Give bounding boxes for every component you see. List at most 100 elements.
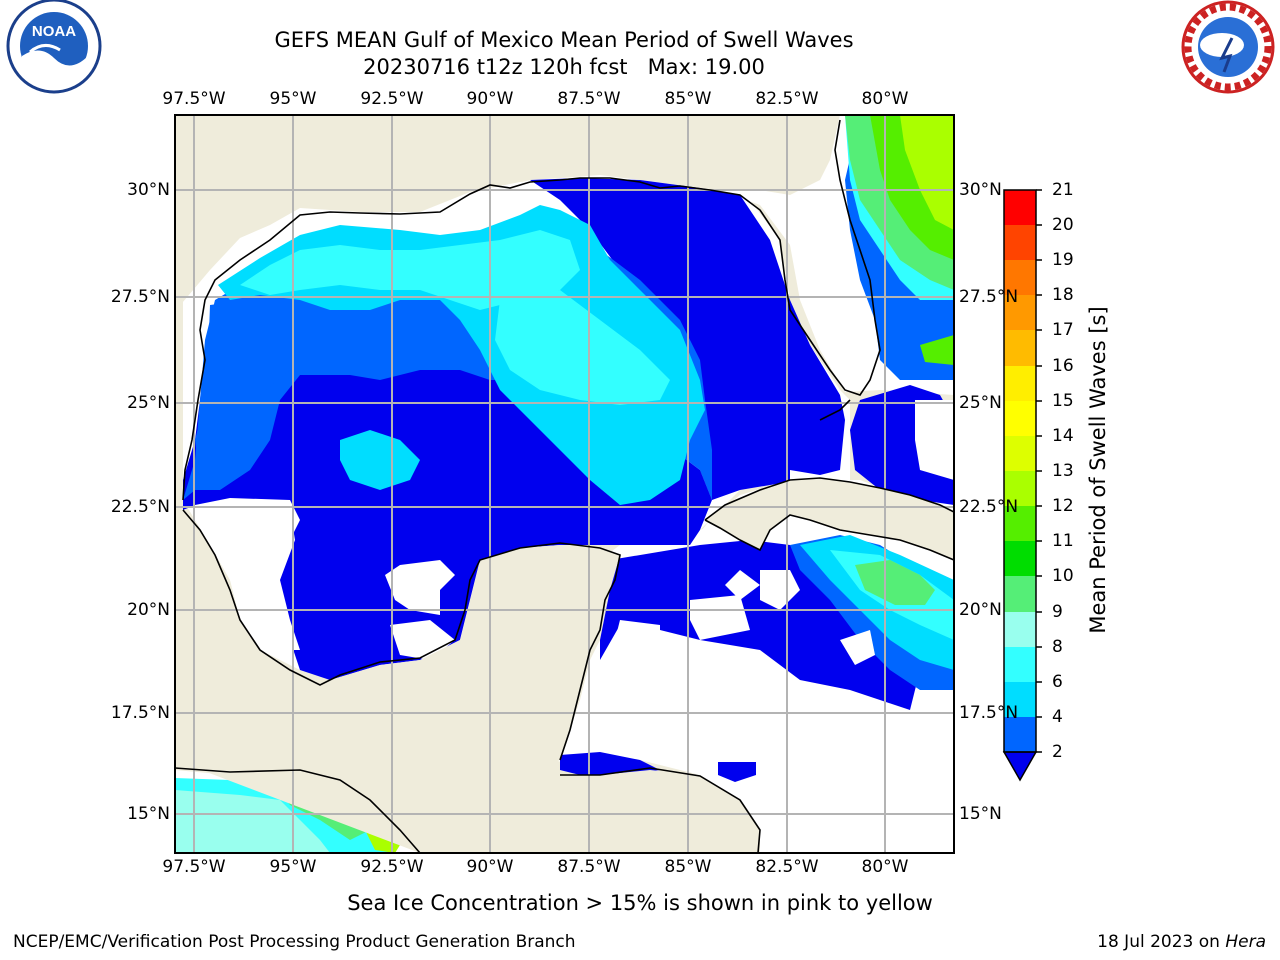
colorbar-under-arrow — [1002, 751, 1038, 782]
lat-label-right: 17.5°N — [959, 703, 1019, 723]
caribbean-swell-south — [560, 752, 660, 775]
swell-field-6to8 — [240, 230, 580, 310]
lon-label-bottom: 87.5°W — [557, 857, 621, 877]
chart-title: GEFS MEAN Gulf of Mexico Mean Period of … — [274, 28, 854, 52]
colorbar-level-8-9 — [1004, 612, 1036, 647]
colorbar-title: Mean Period of Swell Waves [s] — [1086, 306, 1110, 634]
colorbar-level-14-15 — [1004, 401, 1036, 436]
lat-label-left: 15°N — [127, 804, 170, 824]
caribbean-swell-9to10 — [855, 560, 935, 605]
lon-label-top: 95°W — [269, 89, 317, 109]
nws-logo — [1181, 0, 1275, 94]
colorbar-tick-label: 14 — [1052, 426, 1074, 446]
colorbar-tick-label: 16 — [1052, 356, 1074, 376]
colorbar-level-11-12 — [1004, 506, 1036, 541]
lon-label-top: 92.5°W — [360, 89, 424, 109]
footer-date-text: 18 Jul 2023 on — [1097, 932, 1220, 952]
lon-label-bottom: 82.5°W — [755, 857, 819, 877]
colorbar-tick-label: 18 — [1052, 285, 1074, 305]
colorbar-level-4-6 — [1004, 682, 1036, 717]
lon-label-bottom: 95°W — [269, 857, 317, 877]
colorbar-tick-label: 21 — [1052, 180, 1074, 200]
colorbar-level-18-19 — [1004, 260, 1036, 295]
lat-label-left: 25°N — [127, 393, 170, 413]
colorbar-level-13-14 — [1004, 436, 1036, 471]
lon-label-top: 82.5°W — [755, 89, 819, 109]
colorbar-tick-label: 20 — [1052, 215, 1074, 235]
colorbar-level-9-10 — [1004, 576, 1036, 612]
colorbar — [1002, 189, 1042, 782]
colorbar-level-19-20 — [1004, 225, 1036, 260]
colorbar-level-10-11 — [1004, 541, 1036, 576]
lat-label-left: 22.5°N — [110, 497, 170, 517]
sea-ice-note: Sea Ice Concentration > 15% is shown in … — [0, 891, 1280, 915]
colorbar-tick-label: 12 — [1052, 496, 1074, 516]
colorbar-level-17-18 — [1004, 295, 1036, 330]
lon-label-bottom: 92.5°W — [360, 857, 424, 877]
caribbean-swell-4to6 — [800, 535, 954, 670]
lon-label-top: 90°W — [466, 89, 514, 109]
gulf-blank-10 — [915, 400, 954, 480]
gulf-blank-7 — [615, 620, 660, 650]
colorbar-tick-label: 19 — [1052, 250, 1074, 270]
pacific-swell-8to9 — [175, 790, 330, 853]
colorbar-tick-label: 2 — [1052, 742, 1063, 762]
footer-host: Hera — [1225, 932, 1266, 952]
coastlines — [175, 119, 954, 853]
land-cuba — [705, 478, 954, 560]
lat-label-right: 30°N — [959, 180, 1002, 200]
land-central-america — [175, 760, 760, 853]
lon-label-bottom: 85°W — [664, 857, 712, 877]
map-area — [175, 115, 954, 853]
footer-date: 18 Jul 2023 on Hera — [1097, 932, 1266, 952]
lat-label-left: 27.5°N — [110, 287, 170, 307]
svg-text:NOAA: NOAA — [32, 23, 76, 40]
colorbar-tick-label: 6 — [1052, 672, 1063, 692]
swell-field-4to6-interior — [340, 430, 420, 490]
sea-ice-note-text: Sea Ice Concentration > 15% is shown in … — [347, 891, 933, 915]
colorbar-level-15-16 — [1004, 366, 1036, 401]
colorbar-tick-label: 9 — [1052, 602, 1063, 622]
noaa-logo: NOAA — [6, 0, 102, 94]
lat-label-right: 15°N — [959, 804, 1002, 824]
swell-field-2to4-west — [195, 300, 330, 480]
colorbar-tick-label: 15 — [1052, 391, 1074, 411]
lat-label-left: 30°N — [127, 180, 170, 200]
gridlines — [175, 115, 954, 853]
map-frame — [174, 114, 955, 854]
lat-label-right: 20°N — [959, 600, 1002, 620]
gulf-blank-4 — [725, 570, 760, 600]
lon-label-bottom: 90°W — [466, 857, 514, 877]
caribbean-swell-south2 — [718, 762, 756, 782]
lat-label-left: 17.5°N — [110, 703, 170, 723]
lat-label-left: 20°N — [127, 600, 170, 620]
land-yucatan — [320, 545, 620, 775]
lat-label-right: 22.5°N — [959, 497, 1019, 517]
gulf-blank-1 — [385, 560, 455, 615]
lon-label-top: 87.5°W — [557, 89, 621, 109]
lon-label-top: 85°W — [664, 89, 712, 109]
colorbar-level-12-13 — [1004, 471, 1036, 506]
colorbar-level-6-8 — [1004, 647, 1036, 682]
gulf-blank-5 — [760, 570, 800, 610]
footer-credit: NCEP/EMC/Verification Post Processing Pr… — [13, 932, 576, 952]
gulf-blank-3 — [195, 505, 300, 650]
colorbar-level-20-21 — [1004, 190, 1036, 225]
swell-field-under2 — [183, 290, 712, 680]
gulf-blank-8 — [840, 630, 875, 665]
colorbar-tick-label: 11 — [1052, 531, 1074, 551]
colorbar-tick-label: 13 — [1052, 461, 1074, 481]
lon-label-bottom: 80°W — [861, 857, 909, 877]
lon-label-bottom: 97.5°W — [162, 857, 226, 877]
swell-field-6to8-center — [495, 290, 670, 405]
colorbar-level-16-17 — [1004, 330, 1036, 366]
lat-label-right: 27.5°N — [959, 287, 1019, 307]
atlantic-swell-island — [920, 335, 954, 365]
colorbar-tick-marks — [1036, 189, 1042, 753]
lon-label-top: 97.5°W — [162, 89, 226, 109]
colorbar-level-2-4 — [1004, 717, 1036, 752]
colorbar-tick-label: 10 — [1052, 566, 1074, 586]
chart-subtitle-run: 20230716 t12z 120h fcst Max: 19.00 — [363, 55, 765, 79]
colorbar-tick-label: 8 — [1052, 637, 1063, 657]
